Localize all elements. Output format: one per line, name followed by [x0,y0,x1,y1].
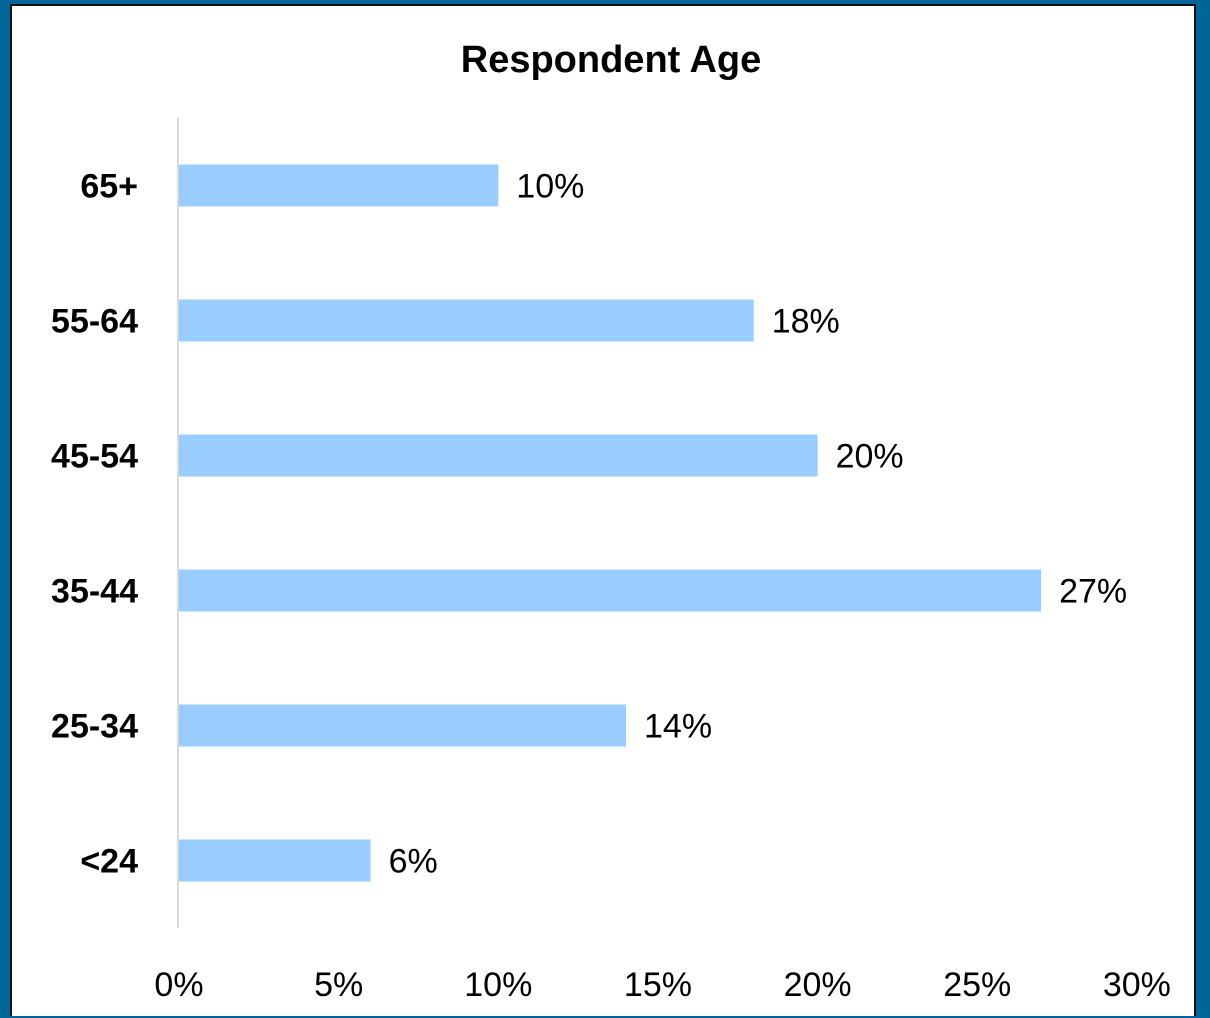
bars-group [179,164,1042,882]
chart-frame: Respondent Age 65+ 55-64 45-54 35-44 25-34 <2… [10,4,1196,1016]
category-label: 65+ [80,168,138,206]
value-label: 27% [1059,573,1127,611]
value-label: 10% [516,168,584,206]
chart-title: Respondent Age [461,39,762,81]
value-label: 18% [772,303,840,341]
bar-chart: Respondent Age 65+ 55-64 45-54 35-44 25-34 <2… [51,39,1171,1004]
bar-<24 [179,839,371,882]
category-label: 25-34 [51,708,138,746]
category-label: 55-64 [51,303,138,341]
x-axis-tick-labels-group: 0% 5% 10% 15% 20% 25% 30% [154,966,1171,1004]
category-label: 35-44 [51,573,138,611]
bar-45-54 [179,434,818,477]
x-tick-label: 20% [784,966,852,1004]
x-tick-label: 30% [1103,966,1171,1004]
x-tick-label: 0% [154,966,203,1004]
value-label: 6% [389,843,438,881]
category-labels-group: 65+ 55-64 45-54 35-44 25-34 <24 [51,168,138,881]
bar-65+ [179,164,499,207]
x-tick-label: 10% [464,966,532,1004]
bar-55-64 [179,299,754,342]
x-tick-label: 25% [943,966,1011,1004]
value-label: 14% [644,708,712,746]
bar-25-34 [179,704,627,747]
x-tick-label: 5% [314,966,363,1004]
bar-35-44 [179,569,1042,612]
category-label: <24 [80,843,138,881]
value-labels-group: 10% 18% 20% 27% 14% 6% [389,168,1128,881]
category-label: 45-54 [51,438,138,476]
value-label: 20% [836,438,904,476]
x-tick-label: 15% [624,966,692,1004]
